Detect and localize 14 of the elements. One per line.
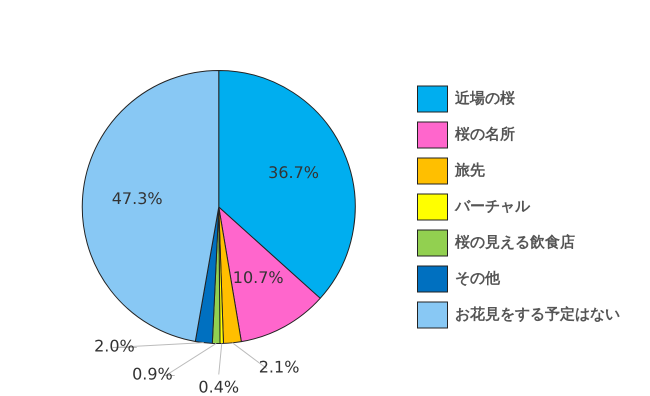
- data-label: 47.3%: [112, 189, 163, 208]
- legend-label: その他: [455, 268, 501, 287]
- data-label: 2.0%: [94, 336, 135, 356]
- data-label: 0.9%: [132, 364, 173, 384]
- data-label: 2.1%: [258, 358, 300, 377]
- data-label: 10.7%: [232, 268, 284, 287]
- legend-label: バーチャル: [454, 196, 531, 215]
- data-label: 0.4%: [198, 378, 240, 396]
- data-label: 36.7%: [268, 162, 319, 182]
- legend-label: 桜の見える飲食店: [454, 232, 575, 251]
- legend-label: 桜の名所: [454, 124, 515, 143]
- legend-label: お花見をする予定はない: [455, 304, 620, 323]
- legend-label: 旅先: [454, 160, 485, 179]
- legend-label: 近場の桜: [454, 88, 515, 107]
